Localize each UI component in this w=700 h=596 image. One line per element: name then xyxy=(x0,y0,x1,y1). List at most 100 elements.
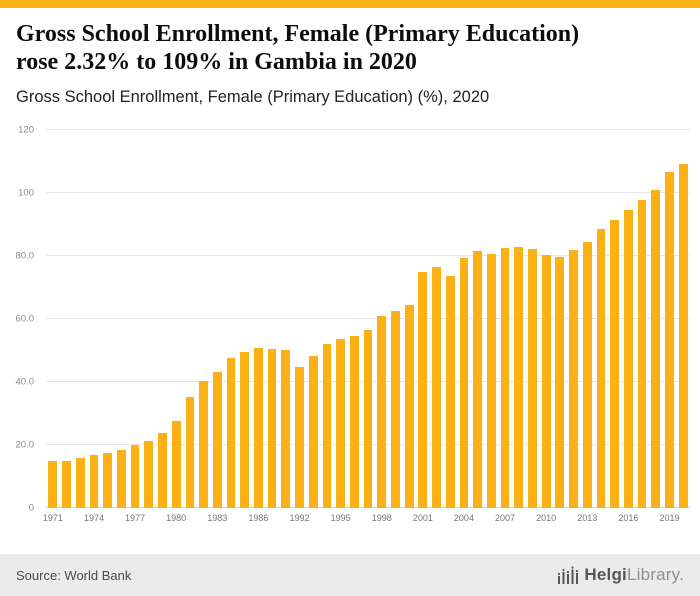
bar-column xyxy=(101,130,115,508)
bar-2008[interactable] xyxy=(514,246,524,508)
x-tick-label: 2004 xyxy=(453,513,474,523)
bar-2013[interactable] xyxy=(582,241,592,508)
bar-1979[interactable] xyxy=(158,432,167,508)
bar-1998[interactable] xyxy=(377,315,387,508)
y-tick-label: 0 xyxy=(28,502,34,514)
bar-2016[interactable] xyxy=(624,210,633,508)
bar-2012[interactable] xyxy=(569,249,578,508)
bar-column xyxy=(608,130,622,508)
bar-1994[interactable] xyxy=(322,343,332,508)
x-tick-label: 1992 xyxy=(289,513,310,523)
bar-column xyxy=(265,130,279,508)
x-tick-label: 2001 xyxy=(412,513,433,523)
bar-column xyxy=(402,130,416,508)
bar-column xyxy=(224,130,238,508)
bar-column xyxy=(389,130,403,508)
bar-column xyxy=(142,130,156,508)
bar-1984[interactable] xyxy=(226,357,236,508)
bar-1992[interactable] xyxy=(295,366,304,508)
bar-2020[interactable] xyxy=(678,164,688,508)
bar-column: 1986 xyxy=(248,130,268,523)
bar-1975[interactable] xyxy=(103,453,113,508)
bar-1980[interactable] xyxy=(171,420,181,508)
bar-1973[interactable] xyxy=(75,457,85,508)
bar-column: 1974 xyxy=(84,130,104,523)
y-axis: 0 20.0 40.0 60.0 80.0 100 120 xyxy=(0,125,40,514)
chart-subtitle: Gross School Enrollment, Female (Primary… xyxy=(16,87,490,106)
x-tick-label: 1977 xyxy=(125,513,146,523)
x-tick-label: 1980 xyxy=(166,513,187,523)
bar-1981[interactable] xyxy=(185,396,195,508)
y-tick-label: 100 xyxy=(18,187,34,199)
bar-column: 2004 xyxy=(454,130,474,523)
bar-1986[interactable] xyxy=(254,347,263,508)
bar-chart-logo-icon xyxy=(558,566,579,584)
footer: Source: World Bank HelgiLibrary. xyxy=(0,554,700,596)
bar-2018[interactable] xyxy=(651,189,661,508)
bar-1977[interactable] xyxy=(130,445,140,508)
bar-1987[interactable] xyxy=(267,349,277,508)
bar-2005[interactable] xyxy=(473,251,483,508)
logo-text-light: Library. xyxy=(626,565,684,584)
x-tick-label: 2016 xyxy=(618,513,639,523)
bar-column: 2001 xyxy=(413,130,433,523)
bar-1985[interactable] xyxy=(240,351,250,508)
bar-column: 1995 xyxy=(331,130,351,523)
bar-2010[interactable] xyxy=(541,254,551,508)
bar-2009[interactable] xyxy=(528,249,537,508)
bar-column: 1998 xyxy=(372,130,392,523)
bar-2014[interactable] xyxy=(596,229,606,508)
bar-column xyxy=(567,130,581,508)
bar-1997[interactable] xyxy=(363,329,373,508)
bar-1999[interactable] xyxy=(391,310,400,508)
bar-2001[interactable] xyxy=(418,272,428,508)
bar-column xyxy=(471,130,485,508)
bar-column xyxy=(649,130,663,508)
bar-2017[interactable] xyxy=(637,200,647,508)
bar-2019[interactable] xyxy=(665,172,674,508)
bar-1972[interactable] xyxy=(62,461,71,508)
brand-top-stripe xyxy=(0,0,700,8)
bar-2006[interactable] xyxy=(486,254,496,508)
x-tick-label: 1998 xyxy=(371,513,392,523)
bar-1991[interactable] xyxy=(281,350,291,508)
bar-1996[interactable] xyxy=(349,335,359,508)
gridline xyxy=(46,129,690,130)
bar-1971[interactable] xyxy=(48,461,58,508)
bar-2004[interactable] xyxy=(459,257,469,508)
page-title: Gross School Enrollment, Female (Primary… xyxy=(16,20,682,77)
bar-column xyxy=(361,130,375,508)
bar-1982[interactable] xyxy=(199,380,208,508)
bar-2002[interactable] xyxy=(432,267,441,508)
y-tick-label: 20.0 xyxy=(15,439,35,451)
bar-column xyxy=(238,130,252,508)
bar-column xyxy=(73,130,87,508)
bar-column xyxy=(594,130,608,508)
bar-2011[interactable] xyxy=(555,256,565,508)
bar-2000[interactable] xyxy=(404,304,414,508)
bar-column xyxy=(347,130,361,508)
helgi-library-logo[interactable]: HelgiLibrary. xyxy=(557,565,684,585)
bar-column xyxy=(197,130,211,508)
bar-1993[interactable] xyxy=(308,355,318,508)
x-tick-label: 1986 xyxy=(248,513,269,523)
x-tick-label: 2019 xyxy=(659,513,680,523)
bar-column: 2013 xyxy=(577,130,597,523)
bar-1978[interactable] xyxy=(144,440,154,508)
bar-1976[interactable] xyxy=(116,449,126,508)
bar-1995[interactable] xyxy=(336,339,345,508)
bar-column xyxy=(306,130,320,508)
bar-1974[interactable] xyxy=(89,454,99,508)
bar-column: 1980 xyxy=(166,130,186,523)
x-tick-label: 1974 xyxy=(83,513,104,523)
bar-column: 1983 xyxy=(207,130,227,523)
bar-1983[interactable] xyxy=(212,372,222,508)
y-tick-label: 120 xyxy=(18,124,34,136)
x-tick-label: 2010 xyxy=(536,513,557,523)
bar-column xyxy=(635,130,649,508)
bar-column xyxy=(430,130,444,508)
bar-2003[interactable] xyxy=(445,276,455,508)
bar-2007[interactable] xyxy=(500,247,510,508)
x-tick-label: 1995 xyxy=(330,513,351,523)
bar-2015[interactable] xyxy=(610,219,620,508)
